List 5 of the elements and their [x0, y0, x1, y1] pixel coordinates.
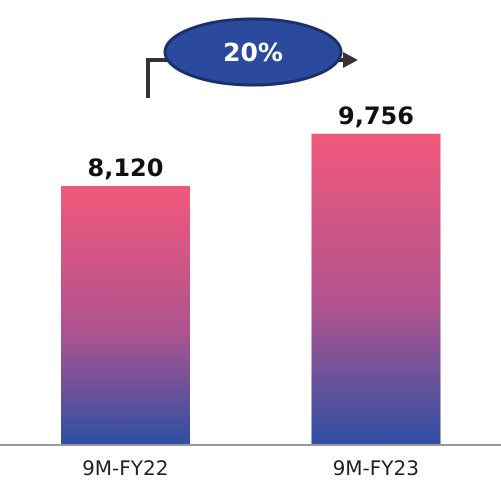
x-tick-label: 9M-FY22 — [82, 456, 168, 480]
data-label: 8,120 — [88, 154, 164, 182]
x-tick-label: 9M-FY23 — [332, 456, 419, 480]
text: 20% — [223, 38, 283, 67]
data-label: 9,756 — [338, 102, 414, 130]
